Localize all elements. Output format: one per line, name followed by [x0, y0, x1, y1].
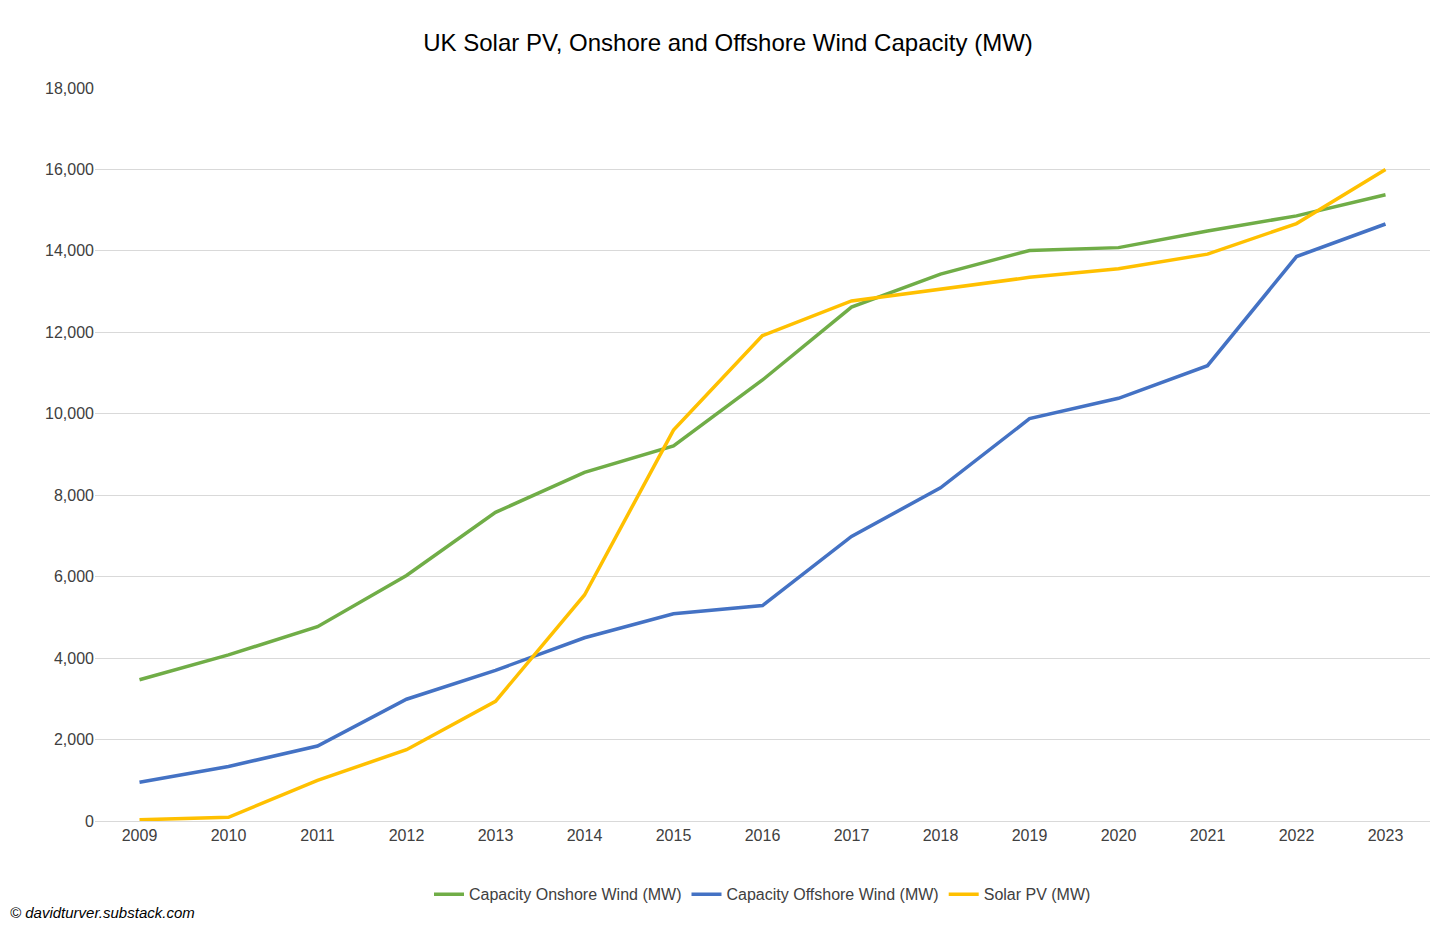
svg-text:2,000: 2,000 — [54, 731, 94, 748]
svg-text:4,000: 4,000 — [54, 650, 94, 667]
svg-text:Solar PV (MW): Solar PV (MW) — [984, 886, 1091, 903]
svg-text:16,000: 16,000 — [45, 161, 94, 178]
svg-text:2022: 2022 — [1279, 827, 1315, 844]
svg-text:2012: 2012 — [389, 827, 425, 844]
svg-text:2015: 2015 — [656, 827, 692, 844]
svg-text:UK Solar PV, Onshore and Offsh: UK Solar PV, Onshore and Offshore Wind C… — [423, 29, 1033, 56]
svg-text:© davidturver.substack.com: © davidturver.substack.com — [10, 904, 195, 921]
svg-text:2010: 2010 — [211, 827, 247, 844]
svg-text:2011: 2011 — [300, 827, 335, 844]
svg-text:2017: 2017 — [834, 827, 870, 844]
svg-text:2021: 2021 — [1190, 827, 1226, 844]
svg-text:2019: 2019 — [1012, 827, 1048, 844]
svg-text:2014: 2014 — [567, 827, 603, 844]
svg-text:Capacity Offshore Wind (MW): Capacity Offshore Wind (MW) — [727, 886, 939, 903]
svg-text:2013: 2013 — [478, 827, 514, 844]
svg-text:2020: 2020 — [1101, 827, 1137, 844]
svg-text:Capacity Onshore Wind (MW): Capacity Onshore Wind (MW) — [469, 886, 682, 903]
svg-text:2018: 2018 — [923, 827, 959, 844]
svg-text:8,000: 8,000 — [54, 487, 94, 504]
svg-text:10,000: 10,000 — [45, 405, 94, 422]
svg-text:14,000: 14,000 — [45, 242, 94, 259]
svg-text:2009: 2009 — [122, 827, 158, 844]
svg-text:18,000: 18,000 — [45, 80, 94, 97]
svg-text:2016: 2016 — [745, 827, 781, 844]
svg-text:6,000: 6,000 — [54, 568, 94, 585]
svg-text:0: 0 — [85, 813, 94, 830]
svg-text:2023: 2023 — [1368, 827, 1404, 844]
svg-text:12,000: 12,000 — [45, 324, 94, 341]
